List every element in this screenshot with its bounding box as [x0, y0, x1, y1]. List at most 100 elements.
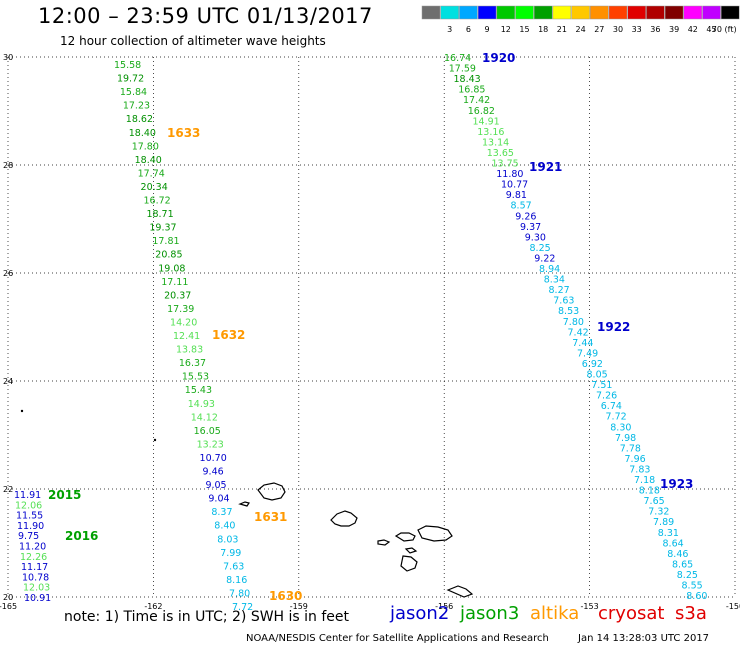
legend-label: 27	[594, 25, 604, 34]
wave-height-label: 14.93	[188, 399, 215, 410]
legend-swatch	[552, 5, 572, 20]
wave-height-label: 18.40	[129, 128, 156, 139]
longitude-label: -150	[726, 602, 740, 610]
wave-height-label: 16.82	[468, 106, 495, 117]
island-outline	[257, 482, 286, 501]
island-outline	[377, 539, 391, 546]
wave-height-label: 9.04	[208, 494, 229, 505]
wave-height-label: 10.70	[200, 453, 227, 464]
legend-swatch	[477, 5, 497, 20]
wave-height-label: 17.80	[132, 141, 159, 152]
wave-height-label: 13.23	[197, 439, 224, 450]
island-outline	[330, 510, 358, 527]
map-title: 12:00 – 23:59 UTC 01/13/2017	[38, 4, 373, 28]
wave-height-label: 14.20	[170, 317, 197, 328]
satellite-legend-jason3: jason3	[460, 603, 520, 624]
wave-height-map: 302826242220-165-162-159-156-153-15015.5…	[0, 51, 740, 610]
wave-height-label: 9.81	[506, 190, 527, 201]
wave-height-label: 7.99	[220, 548, 241, 559]
wave-height-label: 20.85	[155, 250, 182, 261]
wave-height-label: 8.16	[226, 575, 247, 586]
wave-height-label: 7.72	[232, 602, 253, 610]
wave-height-label: 7.78	[620, 443, 641, 454]
wave-height-label: 11.20	[19, 542, 46, 553]
legend-label: 39	[669, 25, 679, 34]
legend-label: 24	[576, 25, 586, 34]
legend-swatch	[720, 5, 740, 20]
wave-height-label: 12.26	[20, 552, 47, 563]
legend-swatch	[664, 5, 684, 20]
wave-height-label: 7.18	[634, 475, 655, 486]
wave-height-label: 8.53	[558, 306, 579, 317]
wave-height-label: 17.59	[449, 64, 476, 75]
legend-label: 70 (ft)	[712, 25, 737, 34]
wave-height-label: 8.27	[549, 285, 570, 296]
longitude-label: -156	[435, 602, 453, 610]
pass-time-label: 1631	[254, 510, 287, 524]
wave-height-label: 9.26	[515, 211, 536, 222]
map-subtitle: 12 hour collection of altimeter wave hei…	[60, 34, 326, 48]
legend-swatch	[459, 5, 478, 20]
island-outline	[404, 547, 418, 554]
wave-height-label: 12.06	[15, 500, 42, 511]
wave-height-label: 8.25	[530, 243, 551, 254]
island-outline	[400, 555, 418, 572]
wave-height-label: 20.37	[164, 290, 191, 301]
wave-height-label: 6.92	[582, 359, 603, 370]
wave-height-label: 8.46	[667, 549, 688, 560]
wave-height-label: 11.80	[496, 169, 523, 180]
wave-height-label: 15.43	[185, 385, 212, 396]
legend-swatch	[702, 5, 721, 20]
wave-height-label: 16.74	[444, 53, 471, 64]
wave-height-label: 7.96	[625, 454, 646, 465]
wave-height-label: 14.12	[191, 412, 218, 423]
wave-height-label: 8.40	[214, 521, 235, 532]
wave-height-label: 16.85	[458, 85, 485, 96]
pass-time-label: 2015	[48, 488, 81, 502]
footer-note: note: 1) Time is in UTC; 2) SWH is in fe…	[64, 609, 350, 625]
wave-height-label: 7.49	[577, 348, 598, 359]
wave-height-label: 7.32	[648, 507, 669, 518]
wave-height-label: 10.78	[22, 572, 49, 583]
wave-height-label: 7.65	[644, 496, 665, 507]
wave-height-label: 7.44	[572, 338, 593, 349]
island-outline	[238, 501, 250, 507]
pass-time-label: 1633	[167, 126, 200, 140]
latitude-label: 20	[3, 593, 13, 602]
wave-height-label: 13.75	[492, 159, 519, 170]
wave-height-label: 12.03	[23, 583, 50, 594]
legend-label: 45	[706, 25, 716, 34]
wave-height-label: 10.91	[24, 593, 51, 604]
legend-swatch	[533, 5, 553, 20]
wave-height-label: 6.74	[601, 401, 622, 412]
wave-height-label: 9.22	[534, 253, 555, 264]
wave-height-label: 11.90	[17, 521, 44, 532]
wave-height-label: 13.14	[482, 137, 509, 148]
wave-height-label: 9.05	[205, 480, 226, 491]
wave-height-label: 9.30	[525, 232, 546, 243]
wave-height-label: 8.25	[677, 570, 698, 581]
wave-height-label: 16.37	[179, 358, 206, 369]
island-dot	[153, 438, 157, 442]
wave-height-label: 7.98	[615, 433, 636, 444]
wave-height-label: 15.84	[120, 87, 147, 98]
legend-swatch	[608, 5, 628, 20]
satellite-legend-jason2: jason2	[390, 603, 450, 624]
wave-height-label: 7.80	[229, 588, 250, 599]
wave-height-label: 13.65	[487, 148, 514, 159]
island-dot	[20, 409, 24, 413]
legend-label: 3	[447, 25, 452, 34]
wave-height-label: 17.74	[138, 168, 165, 179]
wave-height-label: 8.34	[544, 275, 565, 286]
legend-label: 6	[466, 25, 471, 34]
wave-height-label: 19.08	[158, 263, 185, 274]
legend-swatch	[627, 5, 646, 20]
longitude-label: -165	[0, 602, 17, 610]
wave-height-label: 8.60	[686, 591, 707, 602]
longitude-label: -162	[144, 602, 162, 610]
wave-height-label: 7.83	[629, 464, 650, 475]
pass-time-label: 1630	[269, 589, 302, 603]
wave-height-label: 8.57	[511, 201, 532, 212]
wave-height-label: 15.58	[114, 60, 141, 71]
